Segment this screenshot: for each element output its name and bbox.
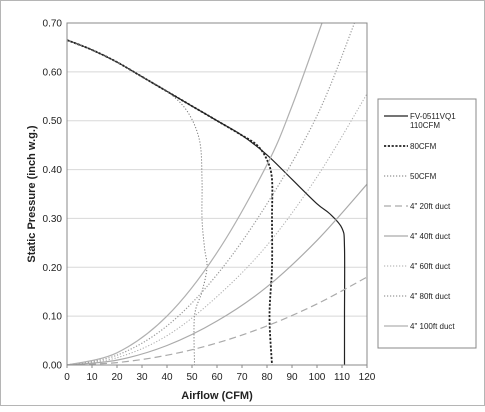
y-tick-label: 0.40 [43, 165, 63, 176]
x-tick-label: 110 [334, 372, 350, 383]
y-ticks: 0.00 0.10 0.20 0.30 0.40 0.50 0.60 0.70 [43, 19, 63, 372]
x-ticks: 0 10 20 30 40 50 60 70 80 90 100 110 120 [64, 372, 376, 383]
x-tick-label: 100 [309, 372, 326, 383]
x-tick-label: 40 [161, 372, 173, 383]
series-line-5 [67, 93, 367, 365]
x-tick-label: 50 [186, 372, 198, 383]
y-tick-label: 0.00 [43, 361, 63, 372]
x-tick-label: 60 [211, 372, 223, 383]
series-group [67, 23, 367, 365]
y-tick-label: 0.50 [43, 116, 63, 127]
x-tick-label: 10 [86, 372, 98, 383]
legend-label-line2: 110CFM [410, 121, 440, 130]
x-tick-label: 30 [136, 372, 148, 383]
legend-label: FV-0511VQ1 [410, 112, 456, 121]
series-line-4 [67, 183, 367, 365]
legend-label: 4" 40ft duct [410, 232, 451, 241]
y-tick-label: 0.70 [43, 19, 63, 30]
series-line-2 [67, 39, 208, 365]
legend-label: 4" 60ft duct [410, 262, 451, 271]
x-axis-label: Airflow (CFM) [181, 390, 253, 402]
x-tick-label: 70 [236, 372, 248, 383]
y-tick-label: 0.20 [43, 263, 63, 274]
y-tick-label: 0.60 [43, 67, 63, 78]
legend-label: 80CFM [410, 142, 437, 151]
x-tick-label: 90 [286, 372, 298, 383]
x-tick-label: 20 [111, 372, 123, 383]
y-tick-label: 0.30 [43, 214, 63, 225]
series-layer [67, 23, 367, 365]
legend-label: 50CFM [410, 172, 437, 181]
plot-border [66, 22, 368, 366]
series-line-6 [67, 23, 356, 365]
grid [66, 22, 368, 368]
legend-label: 4" 20ft duct [410, 202, 451, 211]
y-axis-label: Static Pressure (inch w.g.) [26, 125, 38, 262]
y-tick-label: 0.10 [43, 312, 63, 323]
x-tick-label: 80 [261, 372, 273, 383]
x-tick-label: 120 [359, 372, 376, 383]
series-line-1 [67, 39, 274, 365]
series-line-3 [67, 276, 367, 365]
x-tick-label: 0 [64, 372, 70, 383]
legend-label: 4" 100ft duct [410, 322, 455, 331]
series-line-7 [67, 23, 323, 365]
legend-label: 4" 80ft duct [410, 292, 451, 301]
legend-box [377, 98, 477, 349]
